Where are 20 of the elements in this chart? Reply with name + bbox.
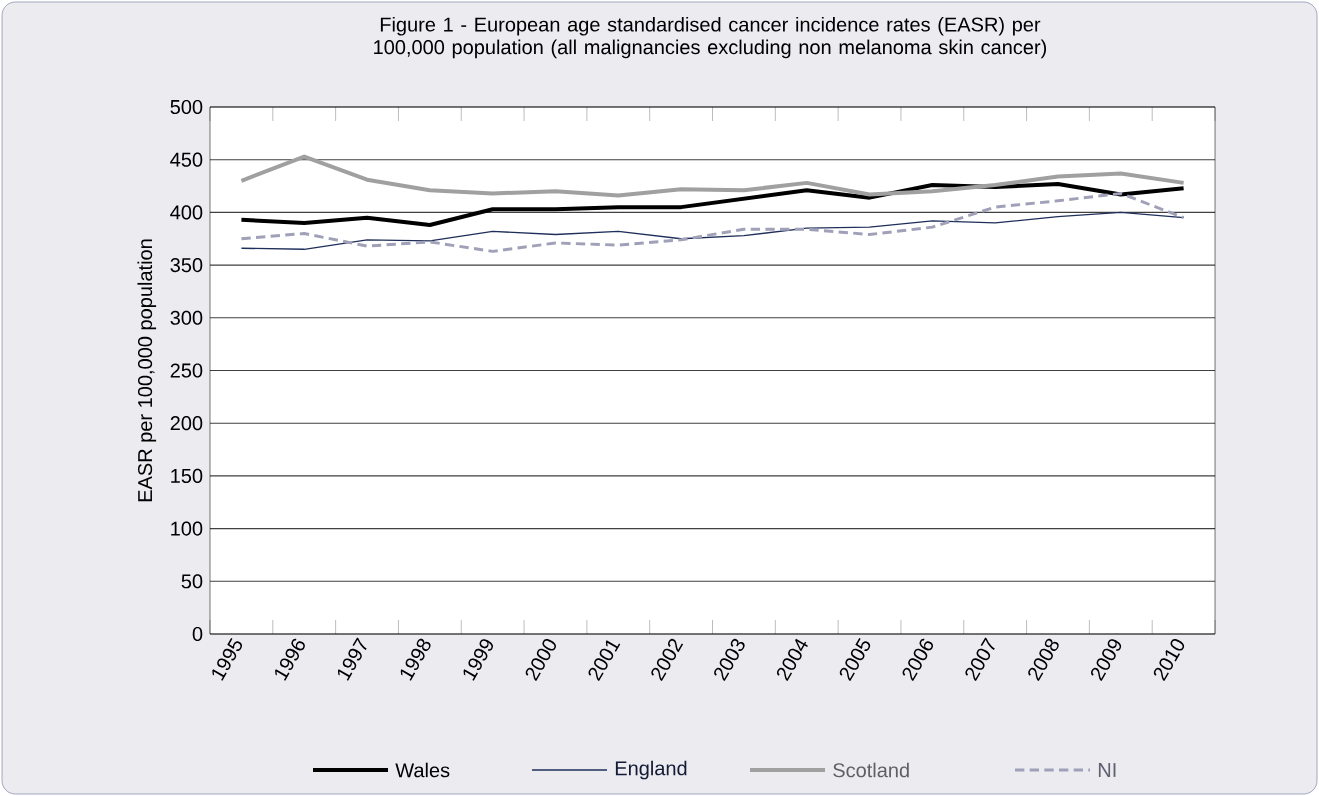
y-tick-label: 500 — [170, 99, 203, 115]
legend-label: Scotland — [833, 762, 909, 778]
line-series — [239, 191, 1186, 253]
y-tick-label: 350 — [170, 258, 203, 273]
y-tick-label: 300 — [170, 310, 203, 325]
line-series — [240, 211, 1185, 250]
legend-label: Wales — [395, 762, 450, 778]
y-tick-label: 150 — [171, 468, 203, 483]
y-tick-label: 450 — [170, 152, 203, 167]
y-tick-label: 0 — [192, 626, 203, 642]
y-tick-label: 250 — [170, 363, 203, 378]
legend-label: England — [615, 760, 687, 780]
y-tick-label: 400 — [170, 205, 203, 220]
y-tick-label: 50 — [181, 574, 203, 589]
y-axis-title: EASR per 100,000 population — [137, 239, 157, 502]
chart-title: Figure 1 - European age standardised cancer incidence rates (EASR) per 100,000 population (all malignancies excluding non melanoma skin cancer) — [374, 16, 1047, 59]
y-tick-label: 100 — [171, 521, 203, 536]
y-tick-label: 200 — [170, 416, 203, 431]
legend-label: NI — [1098, 763, 1116, 777]
line-series — [239, 154, 1186, 198]
